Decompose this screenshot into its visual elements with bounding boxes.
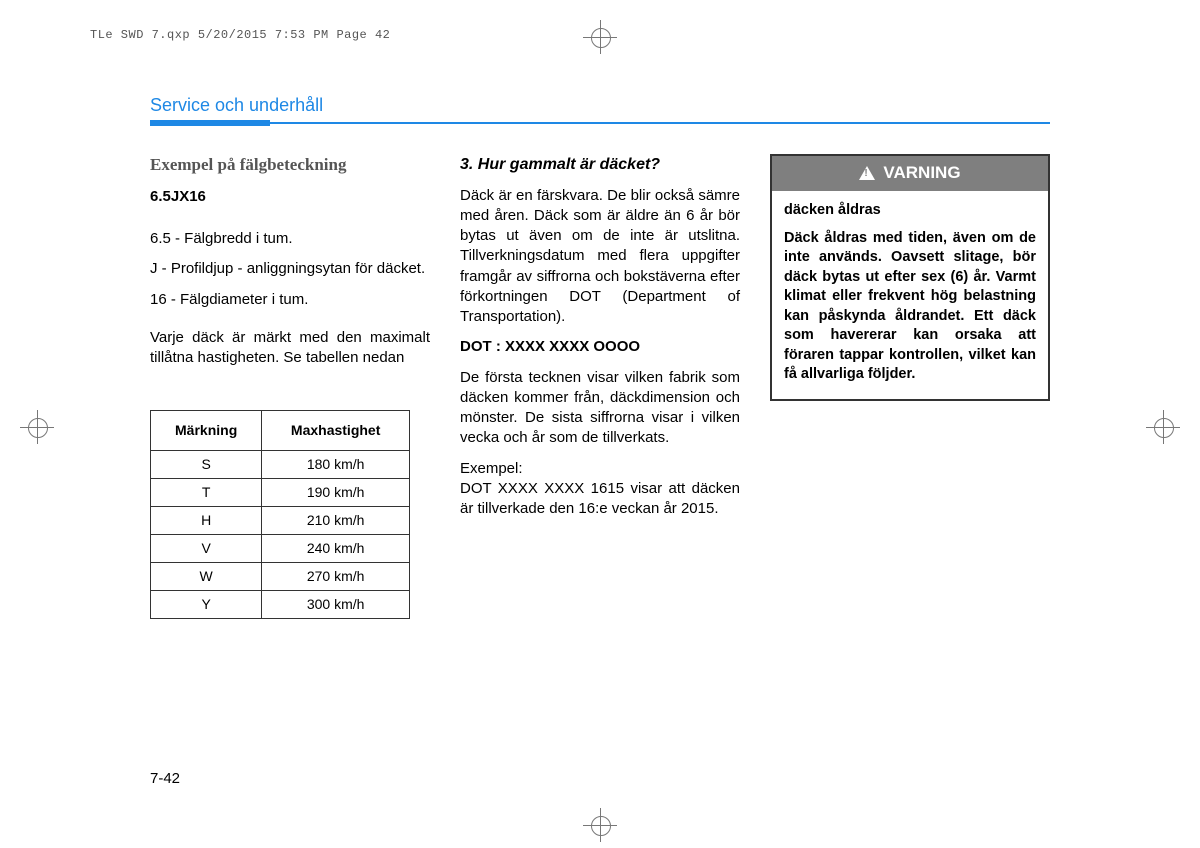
cell: 300 km/h xyxy=(262,590,410,618)
title-rule xyxy=(150,120,1050,126)
crop-mark-icon xyxy=(583,20,617,54)
crop-mark-icon xyxy=(1146,410,1180,444)
cell: 210 km/h xyxy=(262,507,410,535)
print-header: TLe SWD 7.qxp 5/20/2015 7:53 PM Page 42 xyxy=(90,28,390,42)
warning-triangle-icon xyxy=(859,166,875,180)
cell: 180 km/h xyxy=(262,451,410,479)
warning-header: VARNING xyxy=(772,156,1048,191)
warning-label: VARNING xyxy=(883,162,960,185)
column-3: VARNING däcken åldras Däck åldras med ti… xyxy=(770,154,1050,619)
table-row: V240 km/h xyxy=(151,535,410,563)
crop-mark-icon xyxy=(20,410,54,444)
table-row: S180 km/h xyxy=(151,451,410,479)
cell: Y xyxy=(151,590,262,618)
warning-title: däcken åldras xyxy=(784,201,1036,221)
table-row: H210 km/h xyxy=(151,507,410,535)
cell: 240 km/h xyxy=(262,535,410,563)
cell: S xyxy=(151,451,262,479)
warning-box: VARNING däcken åldras Däck åldras med ti… xyxy=(770,154,1050,401)
column-1: Exempel på fälgbeteckning 6.5JX16 6.5 - … xyxy=(150,154,430,619)
col2-sub: DOT : XXXX XXXX OOOO xyxy=(460,337,740,357)
cell: V xyxy=(151,535,262,563)
cell: T xyxy=(151,479,262,507)
section-title: Service och underhåll xyxy=(150,95,1050,116)
col1-line3: 16 - Fälgdiameter i tum. xyxy=(150,290,430,310)
th-maxspeed: Maxhastighet xyxy=(262,411,410,451)
col2-p2: De första tecknen visar vilken fabrik so… xyxy=(460,368,740,449)
col1-line2: J - Profildjup - anliggningsytan för däc… xyxy=(150,259,430,279)
cell: 270 km/h xyxy=(262,562,410,590)
col1-subhead: Exempel på fälgbeteckning xyxy=(150,154,430,177)
table-row: W270 km/h xyxy=(151,562,410,590)
col2-p3: Exempel: xyxy=(460,459,740,479)
cell: W xyxy=(151,562,262,590)
table-row: T190 km/h xyxy=(151,479,410,507)
cell: 190 km/h xyxy=(262,479,410,507)
warning-body: däcken åldras Däck åldras med tiden, äve… xyxy=(772,191,1048,399)
col2-p4: DOT XXXX XXXX 1615 visar att däcken är t… xyxy=(460,479,740,520)
cell: H xyxy=(151,507,262,535)
col1-line1: 6.5 - Fälgbredd i tum. xyxy=(150,229,430,249)
col1-example: 6.5JX16 xyxy=(150,187,430,207)
page-content: Service och underhåll Exempel på fälgbet… xyxy=(150,95,1050,619)
th-marking: Märkning xyxy=(151,411,262,451)
page-number: 7-42 xyxy=(150,770,180,787)
table-row: Y300 km/h xyxy=(151,590,410,618)
column-2: 3. Hur gammalt är däcket? Däck är en fär… xyxy=(460,154,740,619)
warning-text: Däck åldras med tiden, även om de inte a… xyxy=(784,229,1036,386)
col2-heading: 3. Hur gammalt är däcket? xyxy=(460,154,740,176)
table-header-row: Märkning Maxhastighet xyxy=(151,411,410,451)
speed-table: Märkning Maxhastighet S180 km/h T190 km/… xyxy=(150,410,410,618)
crop-mark-icon xyxy=(583,808,617,842)
col2-p1: Däck är en färskvara. De blir också sämr… xyxy=(460,186,740,328)
columns: Exempel på fälgbeteckning 6.5JX16 6.5 - … xyxy=(150,154,1050,619)
col1-para: Varje däck är märkt med den maximalt til… xyxy=(150,328,430,369)
